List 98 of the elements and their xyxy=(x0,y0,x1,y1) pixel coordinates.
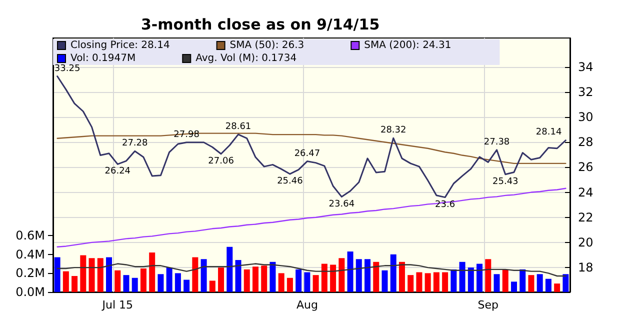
bar xyxy=(88,258,95,292)
bar xyxy=(502,269,508,292)
bar xyxy=(382,270,388,292)
bar xyxy=(296,269,302,292)
data-label: 28.32 xyxy=(380,126,406,136)
y2-tick-label: 0.0M xyxy=(16,285,45,299)
legend-label: Avg. Vol (M): 0.1734 xyxy=(196,53,342,64)
bar xyxy=(200,259,207,292)
bar xyxy=(347,252,354,292)
bar xyxy=(244,269,250,292)
y-tick-label: 20 xyxy=(578,235,594,250)
bar xyxy=(174,273,181,292)
bar xyxy=(140,268,146,292)
bar xyxy=(330,264,336,292)
bar xyxy=(364,259,371,292)
legend-label: Vol: 0.1947M xyxy=(70,53,180,64)
y2-tick-label: 0.4M xyxy=(16,247,45,262)
bar xyxy=(321,264,328,292)
bar xyxy=(261,266,268,292)
data-label: 27.06 xyxy=(208,156,234,166)
bar xyxy=(166,268,172,292)
data-label: 28.61 xyxy=(225,122,252,132)
bar xyxy=(54,257,60,292)
x-tick-label: Aug xyxy=(296,298,318,312)
bar xyxy=(554,284,560,292)
bar xyxy=(476,264,483,292)
bar xyxy=(132,278,138,292)
data-label: 33.25 xyxy=(54,64,80,74)
bar xyxy=(149,252,156,292)
bar xyxy=(485,259,492,292)
x-tick-label: Jul 15 xyxy=(101,298,134,312)
bar xyxy=(338,258,345,292)
data-label: 26.47 xyxy=(294,148,320,159)
legend-label: SMA (200): 24.31 xyxy=(364,40,496,51)
bar xyxy=(528,275,534,292)
y-tick-label: 18 xyxy=(578,260,594,275)
bar xyxy=(390,254,396,292)
x-tick-label: Sep xyxy=(478,298,499,312)
y2-tick-label: 0.6M xyxy=(16,228,45,243)
bar xyxy=(408,275,414,292)
bar xyxy=(416,272,422,292)
bar xyxy=(158,274,164,292)
line-series xyxy=(56,188,566,248)
bar xyxy=(433,272,440,292)
bar xyxy=(218,268,224,292)
bar xyxy=(442,272,448,292)
bar xyxy=(62,271,69,292)
bar xyxy=(312,275,319,292)
legend-label: Closing Price: 28.14 xyxy=(70,40,214,51)
bar xyxy=(235,260,242,292)
bar xyxy=(545,278,552,292)
y-tick-label: 32 xyxy=(578,84,594,99)
bar xyxy=(192,257,198,292)
bar xyxy=(536,274,543,292)
bar xyxy=(286,278,293,292)
bar xyxy=(562,274,569,292)
line-series xyxy=(56,76,566,198)
data-label: 23.6 xyxy=(435,200,456,210)
chart-title: 3-month close as on 9/14/15 xyxy=(141,16,380,34)
bar xyxy=(304,272,310,292)
bar xyxy=(494,274,500,292)
bar xyxy=(398,262,405,292)
bar xyxy=(106,257,112,292)
bar xyxy=(520,269,526,292)
bar xyxy=(270,262,276,292)
bar xyxy=(80,255,86,292)
bar xyxy=(468,268,474,292)
data-label: 25.46 xyxy=(277,176,304,186)
y-tick-label: 22 xyxy=(578,210,594,224)
bar xyxy=(424,273,431,292)
bar xyxy=(459,262,466,292)
data-label: 28.14 xyxy=(536,127,562,138)
bar xyxy=(97,258,104,292)
y-tick-label: 24 xyxy=(578,185,594,200)
y-tick-label: 34 xyxy=(578,60,594,74)
data-label: 26.24 xyxy=(104,166,131,177)
data-label: 23.64 xyxy=(328,199,355,210)
bar xyxy=(252,266,258,292)
bar xyxy=(123,275,130,292)
bar xyxy=(72,276,78,292)
bar xyxy=(450,269,457,292)
legend-label: SMA (50): 26.3 xyxy=(230,40,349,51)
bar xyxy=(510,282,517,292)
bar xyxy=(278,273,284,292)
y-tick-label: 28 xyxy=(578,135,594,150)
line-series xyxy=(56,263,566,277)
bar xyxy=(373,262,380,292)
y-tick-label: 26 xyxy=(578,160,594,174)
bar xyxy=(356,259,362,292)
bar xyxy=(114,270,121,292)
bar xyxy=(209,280,216,292)
bar xyxy=(184,280,190,292)
data-label: 27.28 xyxy=(122,138,148,149)
y-tick-label: 30 xyxy=(578,110,594,124)
bar xyxy=(226,246,233,292)
y2-tick-label: 0.2M xyxy=(16,266,45,280)
data-label: 25.43 xyxy=(492,176,518,187)
data-label: 27.38 xyxy=(484,137,510,148)
